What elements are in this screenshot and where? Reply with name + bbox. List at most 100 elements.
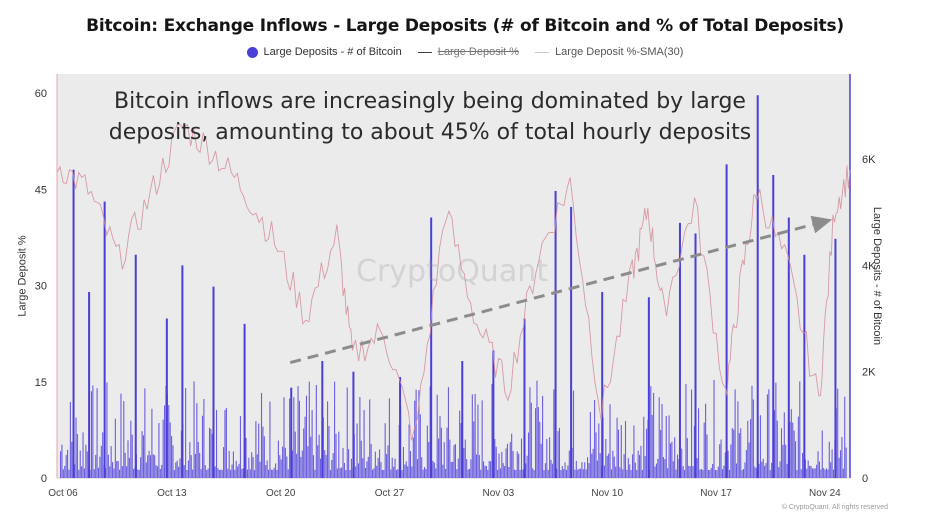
chart-bar (509, 442, 511, 478)
chart-bar (425, 468, 427, 478)
chart-bar (179, 458, 181, 478)
chart-bar (734, 389, 736, 478)
chart-bar (560, 470, 562, 478)
chart-bar (475, 454, 478, 478)
chart-bar (667, 468, 669, 478)
chart-bar (484, 465, 486, 478)
chart-bar (116, 460, 118, 478)
chart-bar (412, 437, 414, 478)
chart-bar (86, 451, 88, 478)
chart-bar (664, 459, 666, 478)
chart-bar-peak (72, 169, 75, 478)
chart-bar (237, 466, 239, 478)
chart-bar (273, 467, 275, 478)
chart-bar (776, 420, 778, 478)
chart-bar (119, 469, 121, 478)
chart-bar (502, 463, 504, 478)
chart-bar (837, 388, 839, 478)
chart-bar (620, 425, 622, 478)
annotation-line: Bitcoin inflows are increasingly being d… (114, 89, 746, 114)
chart-bar (360, 440, 362, 478)
chart-bar (391, 457, 393, 478)
y-tick-right-label: 6K (862, 154, 876, 166)
chart-bar (721, 469, 724, 478)
chart-bar (186, 470, 188, 478)
chart-bar (782, 444, 784, 478)
chart-bar (208, 427, 211, 478)
chart-bar (364, 467, 367, 478)
chart-bar (599, 453, 601, 478)
chart-bar (141, 431, 143, 478)
chart-bar (449, 439, 451, 478)
chart-bar (616, 417, 618, 478)
chart-bar (308, 381, 310, 478)
chart-bar (395, 469, 397, 478)
chart-bar (676, 454, 679, 478)
chart-bar (478, 455, 480, 478)
chart-bar (438, 438, 440, 478)
chart-bar (419, 414, 421, 478)
chart-bar (804, 459, 806, 478)
chart-bar (623, 454, 625, 478)
chart-bar (423, 467, 426, 478)
chart-bar (405, 461, 407, 478)
chart-bar (641, 470, 643, 478)
chart-bar (401, 469, 403, 478)
chart-bar (707, 470, 709, 478)
chart-bar (606, 455, 608, 478)
chart-bar (262, 426, 264, 478)
chart-bar (79, 450, 81, 478)
chart-bar (591, 453, 593, 478)
chart-bar (447, 387, 449, 478)
chart-bar (610, 469, 612, 478)
chart-bar (827, 469, 829, 478)
y-tick-left-label: 15 (35, 377, 47, 389)
chart-bar (443, 442, 445, 478)
chart-bar-peak (243, 323, 246, 478)
chart-bar (543, 470, 545, 478)
chart-bar (720, 439, 722, 478)
legend-item-large-deposit-pct[interactable]: Large Deposit % (417, 46, 519, 58)
chart-bar (740, 428, 742, 478)
chart-bar (297, 386, 299, 478)
chart-bar (102, 432, 104, 478)
chart-bar (173, 470, 175, 478)
chart-bar (249, 469, 251, 478)
chart-bar (527, 432, 530, 478)
chart-bar (282, 446, 284, 478)
chart-bar (252, 456, 254, 478)
chart-bar (699, 469, 701, 478)
chart-bar (631, 454, 634, 478)
chart-bar (411, 466, 413, 478)
chart-bar (661, 403, 663, 478)
chart-bar (196, 403, 198, 478)
chart-bar (842, 468, 844, 478)
chart-bar (577, 469, 579, 478)
chart-bar (584, 462, 586, 478)
legend-item-sma[interactable]: Large Deposit %-SMA(30) (535, 46, 683, 58)
chart-bar (414, 400, 416, 478)
chart-bar (374, 451, 376, 478)
chart-bar (494, 439, 496, 478)
chart-bar (328, 425, 330, 478)
chart-title: Bitcoin: Exchange Inflows - Large Deposi… (86, 16, 844, 36)
chart-bar (662, 457, 664, 478)
chart-bar (421, 457, 423, 478)
chart-bar (603, 465, 605, 478)
chart-bar (397, 469, 399, 478)
chart-bar-peak (725, 164, 728, 479)
chart-bar (140, 457, 142, 478)
chart-bar (615, 466, 617, 478)
chart-bar-peak (103, 201, 106, 478)
legend-label: Large Deposits - # of Bitcoin (263, 46, 402, 58)
chart-bar (654, 466, 656, 478)
chart-bar (269, 401, 271, 478)
chart-bar (741, 470, 743, 478)
chart-bar (519, 470, 521, 478)
chart-bar (171, 436, 173, 478)
chart-bar (456, 469, 458, 478)
legend-item-large-deposits[interactable]: Large Deposits - # of Bitcoin (246, 46, 402, 58)
chart-bar (296, 453, 298, 478)
chart-bar (768, 389, 770, 478)
